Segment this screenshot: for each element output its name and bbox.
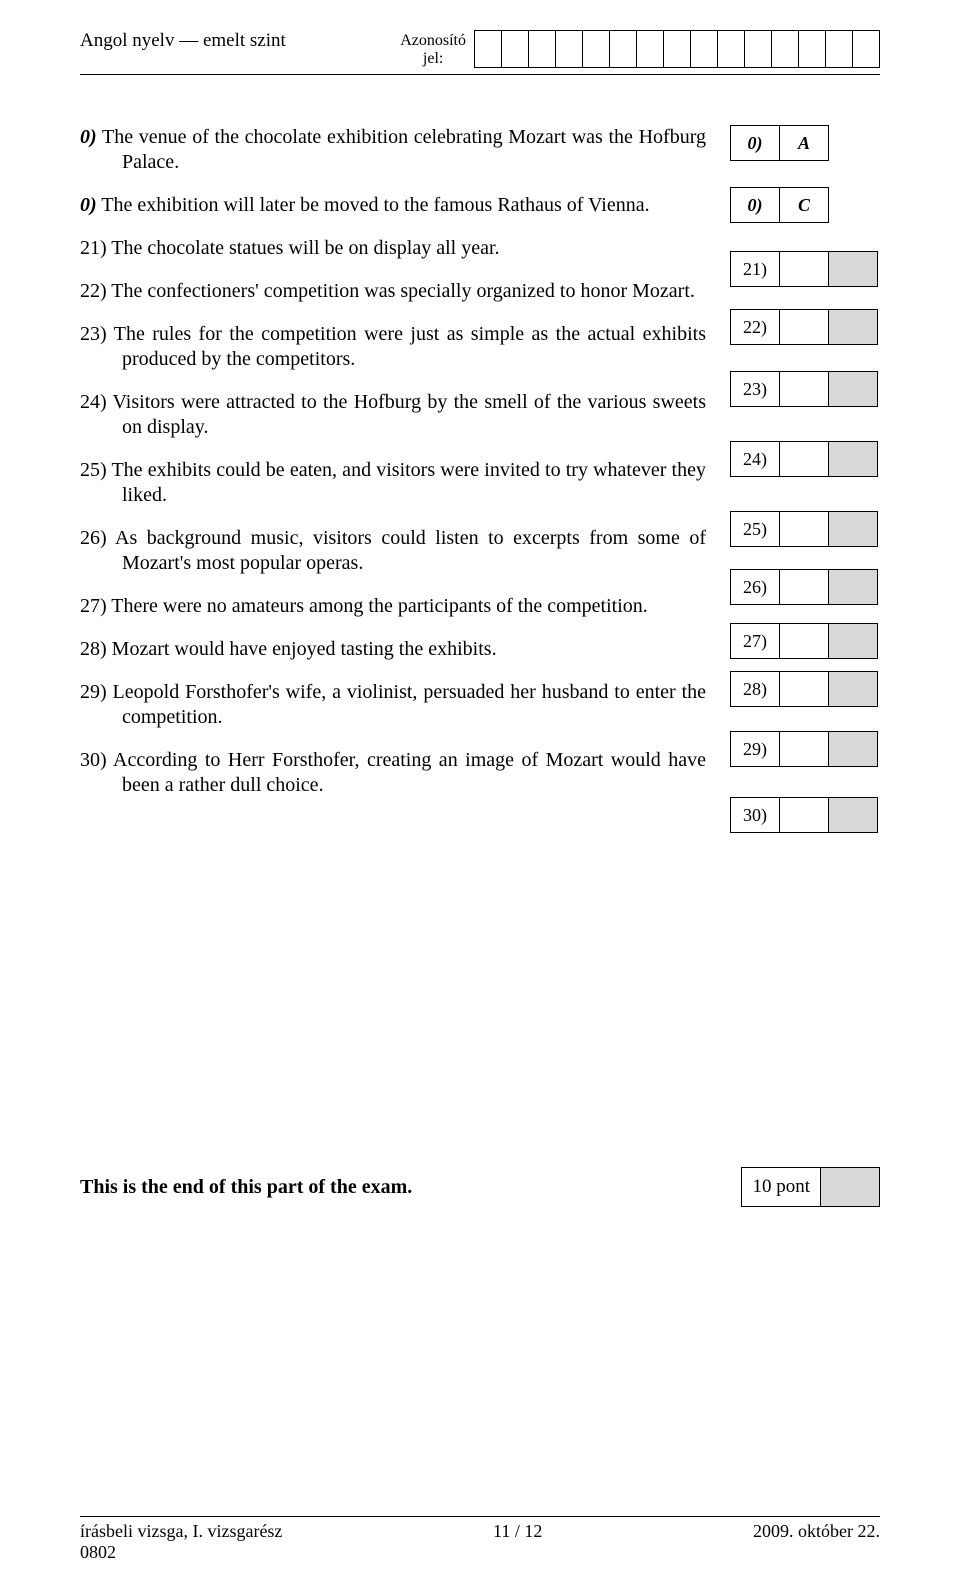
answer-score[interactable] <box>828 309 878 345</box>
statement: 26) As background music, visitors could … <box>80 526 706 576</box>
answer-label: 26) <box>730 569 780 605</box>
page: Angol nyelv — emelt szint Azonosító jel:… <box>0 0 960 1589</box>
id-box[interactable] <box>771 30 799 68</box>
answer-value[interactable] <box>779 731 829 767</box>
answer-value[interactable] <box>779 797 829 833</box>
answer-value[interactable] <box>779 511 829 547</box>
id-box[interactable] <box>501 30 529 68</box>
answer-value[interactable] <box>779 441 829 477</box>
statement: 21) The chocolate statues will be on dis… <box>80 236 706 261</box>
id-box[interactable] <box>582 30 610 68</box>
answer-row: 29) <box>730 731 880 767</box>
answer-value[interactable] <box>779 623 829 659</box>
answer-row: 28) <box>730 671 880 707</box>
answer-value[interactable] <box>779 309 829 345</box>
answer-value[interactable] <box>779 371 829 407</box>
points-label: 10 pont <box>741 1167 821 1207</box>
end-section: This is the end of this part of the exam… <box>80 1167 880 1207</box>
answer-label: 25) <box>730 511 780 547</box>
answer-label: 27) <box>730 623 780 659</box>
answer-label: 22) <box>730 309 780 345</box>
answer-score[interactable] <box>828 569 878 605</box>
footer-left-line1: írásbeli vizsga, I. vizsgarész <box>80 1521 282 1541</box>
page-header: Angol nyelv — emelt szint Azonosító jel: <box>80 30 880 75</box>
id-box[interactable] <box>528 30 556 68</box>
answer-value[interactable]: A <box>779 125 829 161</box>
page-footer: írásbeli vizsga, I. vizsgarész 0802 11 /… <box>80 1516 880 1563</box>
statements-column: 0) The venue of the chocolate exhibition… <box>80 125 706 816</box>
id-box[interactable] <box>555 30 583 68</box>
answer-score[interactable] <box>828 731 878 767</box>
answer-score[interactable] <box>828 371 878 407</box>
statement: 0) The exhibition will later be moved to… <box>80 193 706 218</box>
answer-score[interactable] <box>828 797 878 833</box>
answer-row: 23) <box>730 371 880 407</box>
header-id-label: Azonosító jel: <box>400 30 466 67</box>
id-box[interactable] <box>798 30 826 68</box>
end-text: This is the end of this part of the exam… <box>80 1176 412 1199</box>
answer-score[interactable] <box>828 441 878 477</box>
footer-center: 11 / 12 <box>282 1521 753 1563</box>
points-value[interactable] <box>820 1167 880 1207</box>
answer-score[interactable] <box>828 671 878 707</box>
answer-label: 29) <box>730 731 780 767</box>
statement: 22) The confectioners' competition was s… <box>80 279 706 304</box>
statement: 0) The venue of the chocolate exhibition… <box>80 125 706 175</box>
id-box[interactable] <box>690 30 718 68</box>
id-box[interactable] <box>609 30 637 68</box>
id-box[interactable] <box>744 30 772 68</box>
statement: 23) The rules for the competition were j… <box>80 322 706 372</box>
answer-value[interactable] <box>779 251 829 287</box>
answer-row: 0)A <box>730 125 880 161</box>
statement: 29) Leopold Forsthofer's wife, a violini… <box>80 680 706 730</box>
answer-row: 0)C <box>730 187 880 223</box>
footer-right: 2009. október 22. <box>753 1521 880 1563</box>
answer-value[interactable] <box>779 569 829 605</box>
statement: 30) According to Herr Forsthofer, creati… <box>80 748 706 798</box>
footer-left: írásbeli vizsga, I. vizsgarész 0802 <box>80 1521 282 1563</box>
content-area: 0) The venue of the chocolate exhibition… <box>80 125 880 847</box>
answer-row: 21) <box>730 251 880 287</box>
id-box[interactable] <box>474 30 502 68</box>
header-subject: Angol nyelv — emelt szint <box>80 30 286 52</box>
answer-label: 0) <box>730 187 780 223</box>
id-box[interactable] <box>852 30 880 68</box>
answer-label: 0) <box>730 125 780 161</box>
answer-row: 24) <box>730 441 880 477</box>
answer-row: 26) <box>730 569 880 605</box>
answer-row: 22) <box>730 309 880 345</box>
points-box: 10 pont <box>741 1167 880 1207</box>
answer-row: 25) <box>730 511 880 547</box>
answer-value[interactable]: C <box>779 187 829 223</box>
answer-score[interactable] <box>828 251 878 287</box>
answer-label: 30) <box>730 797 780 833</box>
answers-column: 0)A0)C21)22)23)24)25)26)27)28)29)30) <box>730 125 880 847</box>
answer-label: 21) <box>730 251 780 287</box>
answer-row: 30) <box>730 797 880 833</box>
answer-score[interactable] <box>828 623 878 659</box>
answer-score[interactable] <box>828 511 878 547</box>
footer-left-line2: 0802 <box>80 1542 116 1562</box>
id-boxes <box>474 30 880 68</box>
id-box[interactable] <box>636 30 664 68</box>
answer-value[interactable] <box>779 671 829 707</box>
answer-label: 28) <box>730 671 780 707</box>
statement: 24) Visitors were attracted to the Hofbu… <box>80 390 706 440</box>
id-box[interactable] <box>663 30 691 68</box>
answer-label: 24) <box>730 441 780 477</box>
statement: 28) Mozart would have enjoyed tasting th… <box>80 637 706 662</box>
header-id-block: Azonosító jel: <box>400 30 880 68</box>
statement: 27) There were no amateurs among the par… <box>80 594 706 619</box>
statement: 25) The exhibits could be eaten, and vis… <box>80 458 706 508</box>
answer-row: 27) <box>730 623 880 659</box>
id-box[interactable] <box>717 30 745 68</box>
id-box[interactable] <box>825 30 853 68</box>
answer-label: 23) <box>730 371 780 407</box>
